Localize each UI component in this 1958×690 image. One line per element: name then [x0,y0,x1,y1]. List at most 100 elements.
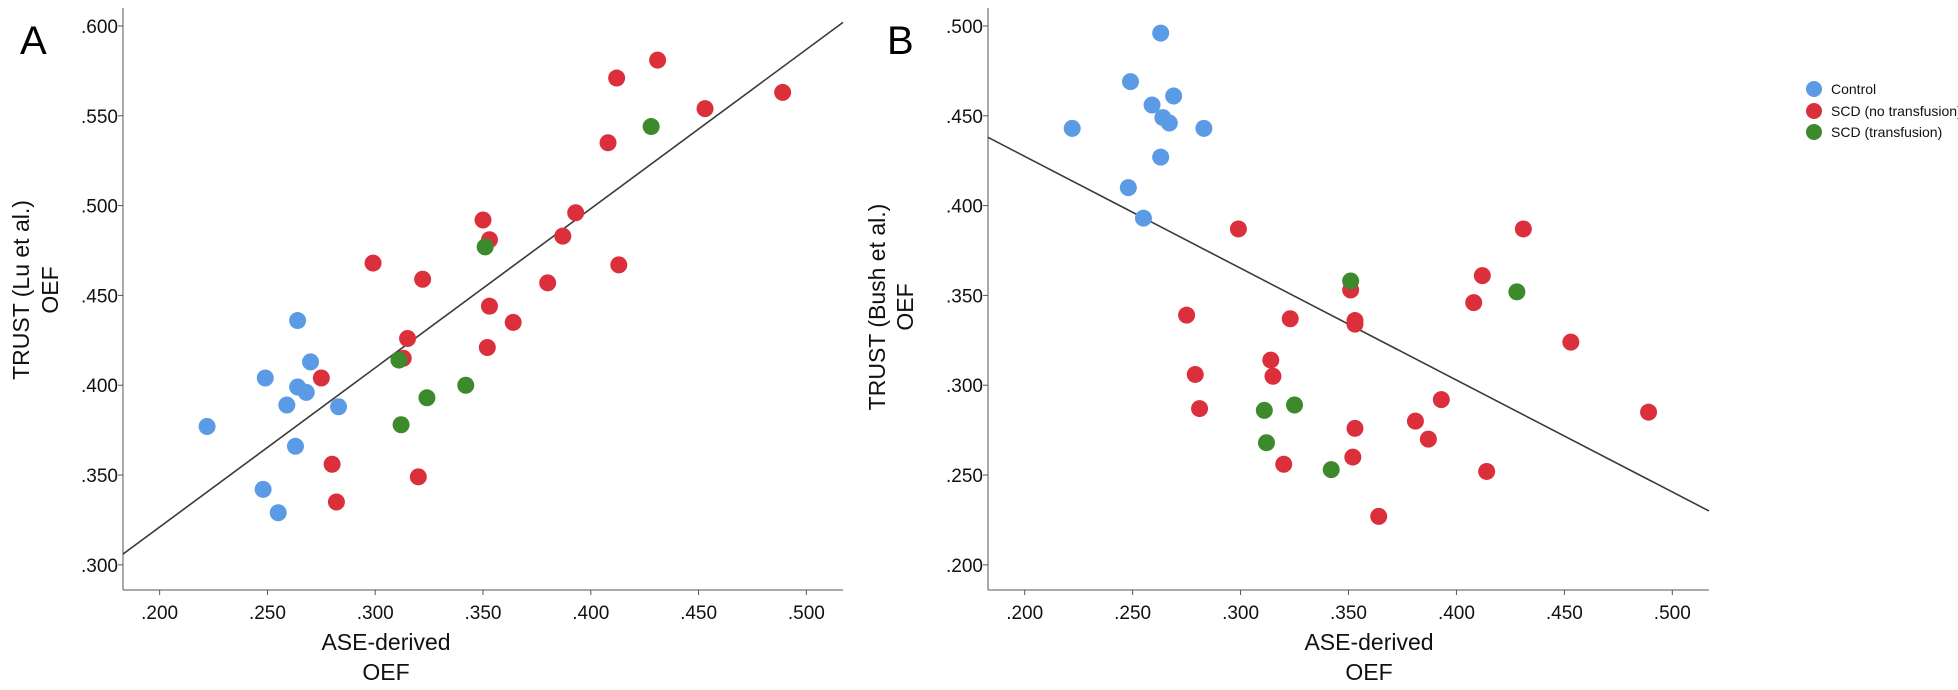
panel-a-point-scd-no-transfusion [478,339,496,356]
panel-b-point-control [1143,96,1161,114]
panel-b-point-control [1121,73,1139,91]
panel-b-point-scd-no-transfusion [1640,403,1658,421]
panel-b-point-control [1152,148,1170,166]
panel-a-label: A [20,19,47,63]
panel-a-x-label-line2: OEF [362,659,409,685]
panel-a-axes [122,8,843,591]
panel-b-x-label-line1: ASE-derived [1304,629,1433,655]
panel-b-point-scd-transfusion [1286,396,1304,414]
legend-marker-scd-transfusion [1806,124,1822,140]
panel-a-ticks: .300 .350 .400 .450 .500 .550 .600 .200 .250 .300… [81,17,825,624]
panel-a-point-scd-no-transfusion [599,134,617,152]
panel-a-point-scd-no-transfusion [567,204,585,222]
panel-b-y-tick-label: .300 [946,376,983,397]
panel-b-point-scd-no-transfusion [1275,455,1293,473]
panel-b-point-control [1165,87,1183,105]
panel-a-y-tick-label: .300 [81,556,118,577]
panel-b-y-tick-label: .500 [946,17,983,38]
panel-a-point-control [278,396,296,414]
panel-b-x-tick-label: .450 [1546,603,1583,624]
panel-a-y-tick-label: .500 [81,197,118,218]
legend-label-scd-no-transfusion: SCD (no transfusion) [1831,103,1958,119]
panel-a-point-control [269,504,287,522]
panel-a-y-tick-label: .400 [81,376,118,397]
panel-a-x-tick-label: .400 [572,603,609,624]
panel-a-point-scd-no-transfusion [327,493,345,511]
panel-b-point-control [1195,119,1213,137]
panel-b-point-scd-transfusion [1255,401,1273,419]
panel-a-point-scd-transfusion [457,376,475,394]
panel-a: A TRUST (Lu et al.) OEF ASE-derived OEF … [8,8,844,685]
panel-a-y-tick-label: .450 [81,286,118,307]
panel-b-point-scd-no-transfusion [1186,365,1204,383]
panel-b-point-scd-no-transfusion [1229,220,1247,238]
panel-b-point-scd-no-transfusion [1473,267,1491,285]
panel-b-point-scd-no-transfusion [1465,294,1483,312]
panel-a-point-scd-no-transfusion [554,227,572,245]
panel-b-point-scd-no-transfusion [1514,220,1532,238]
panel-b-point-control [1160,114,1178,132]
panel-a-point-scd-transfusion [642,118,660,136]
panel-a-point-control [297,383,315,401]
panel-a-point-scd-transfusion [392,416,410,434]
panel-b-y-label-line2: OEF [892,283,918,330]
panel-b-points [1063,24,1658,525]
panel-a-point-control [330,398,348,416]
panel-b-point-scd-transfusion [1322,461,1340,479]
legend-marker-control [1806,81,1822,97]
panel-b-y-tick-label: .200 [946,556,983,577]
legend: Control SCD (no transfusion) SCD (transf… [1806,81,1958,140]
panel-a-x-tick-label: .450 [680,603,717,624]
legend-label-scd-transfusion: SCD (transfusion) [1831,124,1942,140]
panel-b-x-tick-label: .200 [1006,603,1043,624]
panel-a-x-tick-label: .250 [249,603,286,624]
panel-b-y-label-line1: TRUST (Bush et al.) [864,204,890,411]
panel-b-point-scd-transfusion [1508,283,1526,301]
panel-b-point-control [1152,24,1170,42]
panel-a-point-control [254,480,272,498]
panel-b-point-scd-no-transfusion [1478,462,1496,480]
panel-a-point-scd-no-transfusion [409,468,427,486]
panel-b-x-tick-label: .400 [1438,603,1475,624]
panel-b-y-tick-label: .450 [946,107,983,128]
panel-b-point-scd-no-transfusion [1432,391,1450,409]
panel-a-point-scd-no-transfusion [474,211,492,229]
legend-item-control: Control [1806,81,1876,97]
panel-a-point-scd-no-transfusion [539,274,557,292]
panel-b-point-scd-no-transfusion [1562,333,1580,351]
panel-b-point-scd-no-transfusion [1264,367,1282,385]
panel-b-point-scd-no-transfusion [1346,419,1364,437]
panel-b-point-scd-no-transfusion [1262,351,1280,369]
panel-a-point-scd-no-transfusion [696,100,714,118]
panel-b-y-tick-label: .400 [946,197,983,218]
panel-b-point-control [1134,209,1152,227]
panel-a-point-scd-transfusion [476,238,494,256]
panel-b-point-scd-transfusion [1342,272,1360,290]
legend-item-scd-no-transfusion: SCD (no transfusion) [1806,103,1958,119]
panel-b-point-scd-no-transfusion [1281,310,1299,328]
panel-a-point-scd-no-transfusion [774,83,792,101]
panel-a-point-scd-no-transfusion [399,330,417,348]
panel-b-point-scd-no-transfusion [1406,412,1424,430]
panel-a-point-control [302,353,320,371]
panel-b-label: B [887,19,914,63]
panel-a-y-label-line1: TRUST (Lu et al.) [8,200,34,380]
legend-label-control: Control [1831,81,1876,97]
panel-b-y-tick-label: .250 [946,466,983,487]
panel-b-y-tick-label: .350 [946,286,983,307]
panel-b-point-control [1119,179,1137,197]
panel-a-point-scd-no-transfusion [414,270,432,288]
panel-a-fit [122,21,844,555]
panel-b-x-tick-label: .250 [1114,603,1151,624]
panel-a-point-scd-transfusion [390,351,408,369]
panel-b-point-scd-transfusion [1257,434,1275,452]
panel-b-x-tick-label: .300 [1222,603,1259,624]
panel-b-x-label-line2: OEF [1345,659,1392,685]
legend-marker-scd-no-transfusion [1806,103,1822,119]
panel-a-point-scd-no-transfusion [480,297,498,315]
panel-b-point-scd-no-transfusion [1346,315,1364,333]
panel-a-x-tick-label: .350 [465,603,502,624]
panel-a-point-scd-no-transfusion [323,455,341,473]
panel-a-point-scd-transfusion [418,389,436,407]
